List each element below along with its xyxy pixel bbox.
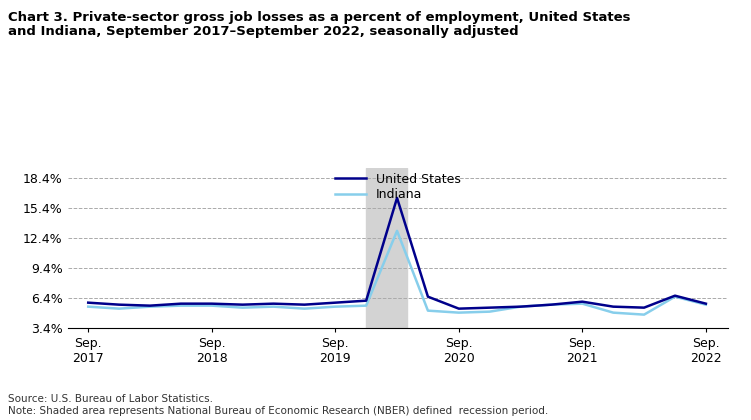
Indiana bbox=[701, 302, 710, 307]
Indiana bbox=[578, 301, 587, 306]
United States bbox=[393, 195, 402, 200]
Indiana bbox=[176, 303, 185, 308]
United States bbox=[516, 304, 525, 309]
Indiana bbox=[485, 309, 494, 314]
Line: United States: United States bbox=[88, 198, 706, 309]
Bar bbox=[366, 168, 407, 328]
Text: Chart 3. Private-sector gross job losses as a percent of employment, United Stat: Chart 3. Private-sector gross job losses… bbox=[8, 10, 630, 39]
Legend: United States, Indiana: United States, Indiana bbox=[335, 173, 461, 201]
Indiana bbox=[640, 312, 649, 317]
United States bbox=[578, 299, 587, 304]
United States bbox=[115, 302, 124, 307]
Indiana bbox=[207, 303, 216, 308]
United States bbox=[300, 302, 309, 307]
Indiana bbox=[146, 304, 155, 309]
United States bbox=[330, 300, 339, 305]
Indiana bbox=[424, 308, 433, 313]
United States bbox=[640, 305, 649, 310]
Line: Indiana: Indiana bbox=[88, 231, 706, 315]
Indiana bbox=[516, 304, 525, 309]
United States bbox=[207, 301, 216, 306]
Indiana bbox=[238, 305, 247, 310]
United States bbox=[146, 303, 155, 308]
United States bbox=[269, 301, 278, 306]
Indiana bbox=[330, 304, 339, 309]
United States bbox=[176, 301, 185, 306]
United States bbox=[424, 294, 433, 299]
Indiana bbox=[269, 304, 278, 309]
Indiana bbox=[115, 306, 124, 311]
Indiana bbox=[547, 302, 556, 307]
United States bbox=[238, 302, 247, 307]
Indiana bbox=[393, 228, 402, 234]
Indiana bbox=[609, 310, 618, 315]
United States bbox=[547, 302, 556, 307]
United States bbox=[83, 300, 92, 305]
United States bbox=[362, 298, 371, 303]
United States bbox=[454, 306, 463, 311]
Indiana bbox=[671, 294, 680, 299]
United States bbox=[485, 305, 494, 310]
United States bbox=[609, 304, 618, 309]
Indiana bbox=[454, 310, 463, 315]
Indiana bbox=[300, 306, 309, 311]
Indiana bbox=[362, 303, 371, 308]
United States bbox=[701, 301, 710, 306]
United States bbox=[671, 293, 680, 298]
Indiana bbox=[83, 304, 92, 309]
Text: Source: U.S. Bureau of Labor Statistics.
Note: Shaded area represents National B: Source: U.S. Bureau of Labor Statistics.… bbox=[8, 394, 547, 416]
